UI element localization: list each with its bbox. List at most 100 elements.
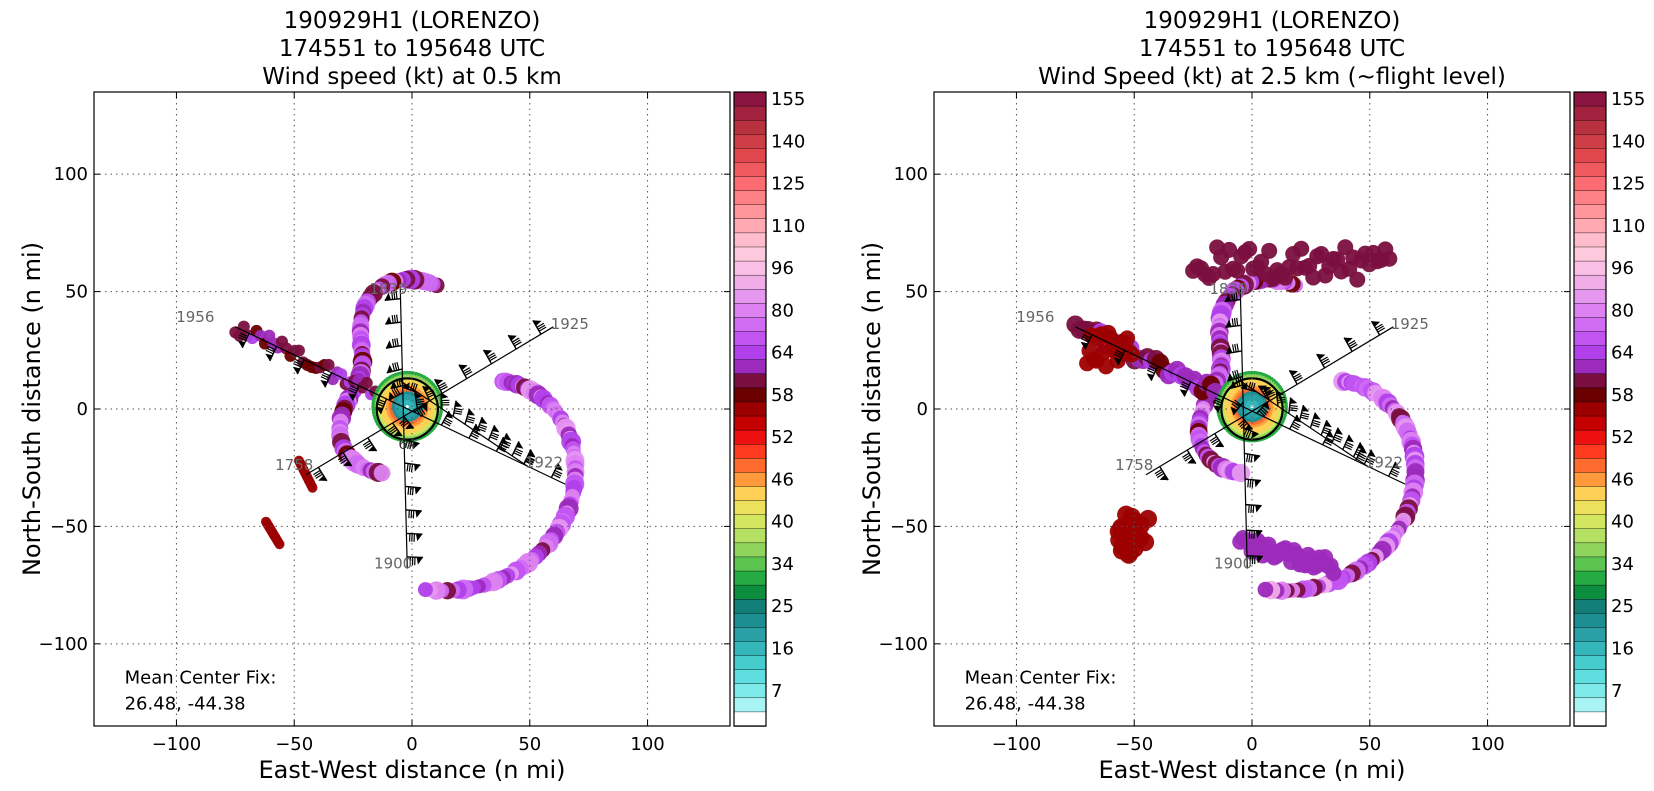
colorbar-tick-label: 25: [771, 596, 794, 617]
colorbar-swatch: [734, 402, 766, 417]
colorbar-swatch: [734, 458, 766, 473]
colorbar-swatch: [734, 303, 766, 318]
colorbar-tick-label: 140: [771, 131, 805, 152]
colorbar-swatch: [1574, 92, 1606, 107]
colorbar-swatch: [1574, 684, 1606, 699]
colorbar-swatch: [734, 670, 766, 685]
leg-time-label: 1925: [551, 315, 589, 333]
colorbar-swatch: [1574, 346, 1606, 361]
colorbar-swatch: [734, 346, 766, 361]
chart-title-line: Wind Speed (kt) at 2.5 km (~flight level…: [1038, 64, 1506, 90]
colorbar-swatch: [1574, 106, 1606, 121]
leg-time-label: 1758: [1115, 456, 1153, 474]
colorbar-swatch: [734, 571, 766, 586]
x-tick-label: −100: [152, 734, 201, 755]
colorbar-swatch: [734, 698, 766, 713]
colorbar-swatch: [734, 627, 766, 642]
colorbar-swatch: [734, 162, 766, 177]
wind-cell: [1326, 565, 1342, 581]
barb-feather: [410, 487, 411, 495]
colorbar-tick-label: 58: [771, 385, 794, 406]
colorbar-swatch: [1574, 458, 1606, 473]
colorbar-swatch: [734, 247, 766, 262]
colorbar-swatch: [1574, 162, 1606, 177]
y-tick-label: 0: [917, 399, 928, 420]
y-tick-label: −50: [890, 516, 928, 537]
leg-time-label: 1925: [1391, 315, 1429, 333]
colorbar-swatch: [1574, 515, 1606, 530]
colorbar-swatch: [1574, 444, 1606, 459]
y-axis-label: North-South distance (n mi): [858, 242, 886, 576]
center-fix-value: 26.48, -44.38: [125, 694, 246, 715]
barb-feather: [1253, 505, 1254, 513]
leg-time-label: 1956: [176, 308, 214, 326]
colorbar-swatch: [1574, 332, 1606, 347]
x-tick-label: −100: [992, 734, 1041, 755]
colorbar-tick-label: 25: [1611, 596, 1634, 617]
colorbar-tick-label: 16: [1611, 639, 1634, 660]
colorbar-tick-label: 80: [1611, 300, 1634, 321]
colorbar-swatch: [734, 641, 766, 656]
colorbar-swatch: [734, 472, 766, 487]
colorbar-swatch: [734, 191, 766, 206]
colorbar-tick-label: 58: [1611, 385, 1634, 406]
x-axis-label: East-West distance (n mi): [258, 756, 565, 784]
colorbar-tick-label: 46: [1611, 469, 1634, 490]
colorbar-swatch: [734, 261, 766, 276]
colorbar-swatch: [734, 712, 766, 727]
center-annotation: 64: [398, 437, 416, 453]
colorbar-tick-label: 80: [771, 300, 794, 321]
leg-time-label: 1758: [275, 456, 313, 474]
colorbar-swatch: [1574, 148, 1606, 163]
wind-cell: [1229, 263, 1245, 279]
colorbar-swatch: [734, 501, 766, 516]
colorbar-swatch: [734, 599, 766, 614]
colorbar-tick-label: 40: [1611, 512, 1634, 533]
chart-title-line: 190929H1 (LORENZO): [1144, 8, 1401, 34]
leg-time-label: 1900: [1214, 555, 1252, 573]
colorbar-tick-label: 7: [771, 681, 782, 702]
colorbar-tick-label: 140: [1611, 131, 1645, 152]
wind-cell: [1258, 582, 1274, 598]
barb-feather: [1250, 480, 1251, 488]
colorbar-swatch: [1574, 374, 1606, 389]
colorbar-swatch: [734, 486, 766, 501]
leg-time-label: 1900: [374, 555, 412, 573]
colorbar-swatch: [1574, 627, 1606, 642]
colorbar-tick-label: 34: [771, 554, 794, 575]
chart-title-line: 174551 to 195648 UTC: [279, 36, 545, 62]
colorbar-swatch: [1574, 289, 1606, 304]
wind-cell: [1261, 243, 1277, 259]
colorbar-swatch: [1574, 134, 1606, 149]
colorbar-tick-label: 52: [1611, 427, 1634, 448]
colorbar-swatch: [734, 656, 766, 671]
colorbar-swatch: [1574, 233, 1606, 248]
wind-cell: [1349, 272, 1365, 288]
x-axis-label: East-West distance (n mi): [1098, 756, 1405, 784]
wind-cell: [1381, 251, 1397, 267]
y-tick-label: 100: [54, 164, 88, 185]
colorbar-swatch: [1574, 177, 1606, 192]
chart-title-line: 174551 to 195648 UTC: [1139, 36, 1405, 62]
colorbar-swatch: [734, 684, 766, 699]
colorbar-tick-label: 7: [1611, 681, 1622, 702]
colorbar-swatch: [734, 613, 766, 628]
y-tick-label: 0: [77, 399, 88, 420]
colorbar-swatch: [1574, 388, 1606, 403]
colorbar-swatch: [1574, 599, 1606, 614]
colorbar-swatch: [1574, 191, 1606, 206]
wind-cell: [1120, 546, 1138, 564]
colorbar-swatch: [1574, 317, 1606, 332]
colorbar-swatch: [1574, 571, 1606, 586]
colorbar-swatch: [734, 416, 766, 431]
colorbar-tick-label: 125: [1611, 174, 1645, 195]
x-tick-label: 100: [630, 734, 664, 755]
colorbar-swatch: [734, 148, 766, 163]
y-tick-label: −50: [50, 516, 88, 537]
barb-feather: [408, 487, 409, 495]
y-tick-label: 100: [894, 164, 928, 185]
colorbar-swatch: [734, 374, 766, 389]
